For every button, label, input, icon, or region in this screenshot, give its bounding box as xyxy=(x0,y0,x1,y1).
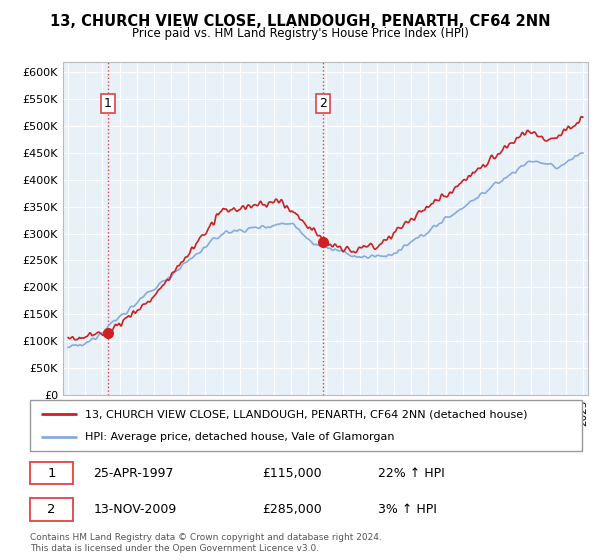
FancyBboxPatch shape xyxy=(30,498,73,521)
FancyBboxPatch shape xyxy=(30,462,73,484)
Text: 2: 2 xyxy=(47,503,56,516)
Text: HPI: Average price, detached house, Vale of Glamorgan: HPI: Average price, detached house, Vale… xyxy=(85,432,395,442)
Text: 1: 1 xyxy=(104,97,112,110)
Text: 13, CHURCH VIEW CLOSE, LLANDOUGH, PENARTH, CF64 2NN: 13, CHURCH VIEW CLOSE, LLANDOUGH, PENART… xyxy=(50,14,550,29)
Text: 25-APR-1997: 25-APR-1997 xyxy=(94,466,174,480)
Text: 13-NOV-2009: 13-NOV-2009 xyxy=(94,503,177,516)
Text: Price paid vs. HM Land Registry's House Price Index (HPI): Price paid vs. HM Land Registry's House … xyxy=(131,27,469,40)
Text: Contains HM Land Registry data © Crown copyright and database right 2024.
This d: Contains HM Land Registry data © Crown c… xyxy=(30,533,382,553)
Text: £115,000: £115,000 xyxy=(262,466,322,480)
Text: 2: 2 xyxy=(319,97,327,110)
Text: £285,000: £285,000 xyxy=(262,503,322,516)
Text: 3% ↑ HPI: 3% ↑ HPI xyxy=(378,503,437,516)
Text: 13, CHURCH VIEW CLOSE, LLANDOUGH, PENARTH, CF64 2NN (detached house): 13, CHURCH VIEW CLOSE, LLANDOUGH, PENART… xyxy=(85,409,528,419)
Text: 22% ↑ HPI: 22% ↑ HPI xyxy=(378,466,445,480)
Text: 1: 1 xyxy=(47,466,56,480)
FancyBboxPatch shape xyxy=(30,400,582,451)
